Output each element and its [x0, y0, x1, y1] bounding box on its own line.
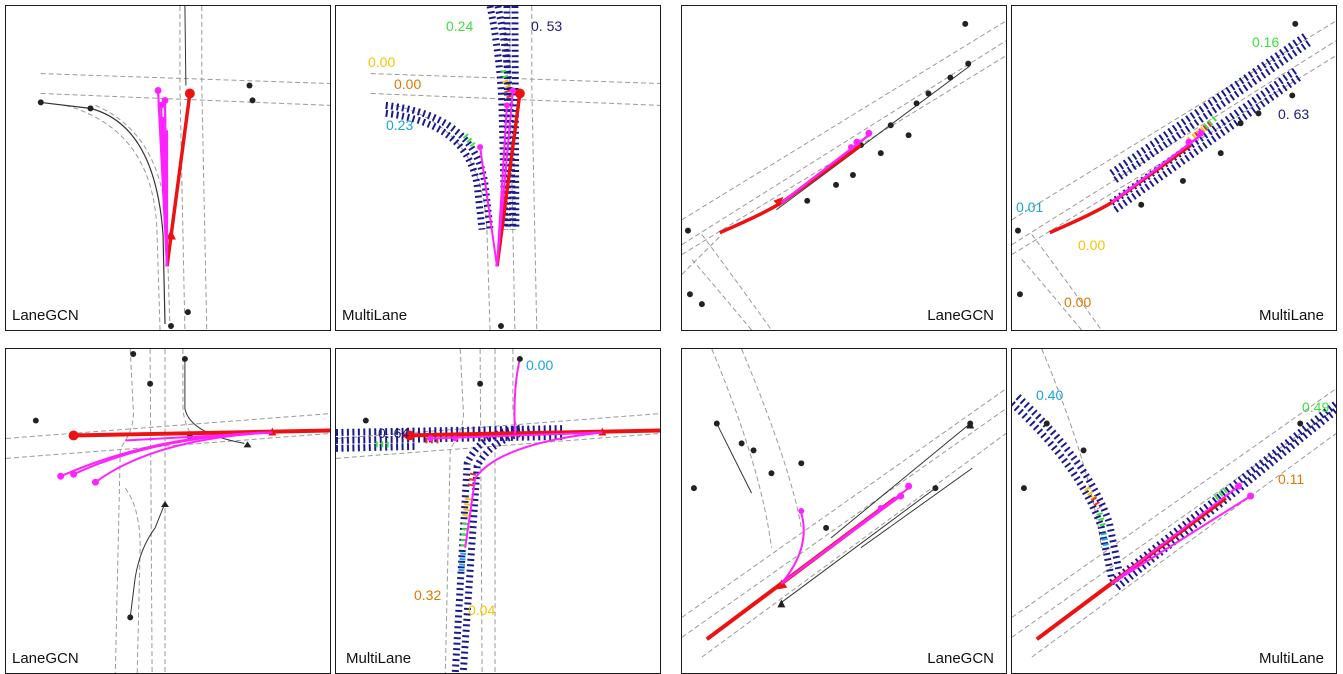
lane-dots	[1109, 32, 1312, 213]
panel-caption: MultiLane	[346, 650, 412, 667]
panel-caption: LaneGCN	[12, 307, 79, 324]
prob-label: 0. 64	[378, 425, 410, 441]
lane-dots	[1012, 394, 1336, 591]
lane-dots	[336, 425, 565, 673]
scene-2	[370, 6, 660, 330]
prob-label: 0. 53	[531, 18, 563, 34]
scene-3	[682, 20, 1006, 330]
panel-caption: MultiLane	[342, 307, 408, 324]
panel-lanegcn-7: LaneGCN	[681, 348, 1007, 674]
prob-label: 0.49	[1302, 399, 1330, 415]
prob-label: 0.24	[446, 18, 474, 34]
panel-multilane-4: 0.16 0. 63 0.01 0.00 0.00 MultiLane	[1011, 5, 1337, 331]
scene-6	[336, 349, 660, 673]
panel-caption: LaneGCN	[12, 650, 79, 667]
prob-label: 0.16	[1252, 34, 1280, 50]
scene-7	[682, 349, 1006, 658]
panel-caption: LaneGCN	[927, 307, 994, 324]
panel-multilane-2: 0.24 0. 53 0.00 0.00 0.23 MultiLane	[335, 5, 661, 331]
prob-label: 0.04	[468, 602, 496, 618]
panel-caption: MultiLane	[1258, 650, 1324, 667]
prob-label: 0.00	[368, 54, 396, 70]
panel-multilane-6: 0.00 0. 64 0.32 0.04 MultiLane	[335, 348, 661, 674]
prob-label: 0.00	[1064, 294, 1092, 310]
panel-lanegcn-5: LaneGCN	[5, 348, 331, 674]
panel-lanegcn-1: LaneGCN	[5, 5, 331, 331]
prob-label: 0. 63	[1278, 106, 1310, 122]
scene-8	[1012, 349, 1336, 658]
scene-1	[37, 6, 330, 330]
panel-caption: LaneGCN	[927, 650, 994, 667]
scene-5	[6, 349, 330, 673]
prob-label: 0.11	[1278, 471, 1305, 487]
prob-label: 0.01	[1016, 199, 1044, 215]
prob-label: 0.23	[386, 117, 414, 133]
prob-label: 0.00	[394, 76, 422, 92]
prob-label: 0.00	[1078, 237, 1106, 253]
prob-label: 0.32	[414, 587, 442, 603]
scene-4	[1012, 20, 1336, 330]
panel-caption: MultiLane	[1258, 307, 1324, 324]
prob-label: 0.00	[526, 357, 554, 373]
panel-lanegcn-3: LaneGCN	[681, 5, 1007, 331]
panel-multilane-8: 0.40 0.49 0.11 MultiLane	[1011, 348, 1337, 674]
prob-label: 0.40	[1036, 387, 1064, 403]
